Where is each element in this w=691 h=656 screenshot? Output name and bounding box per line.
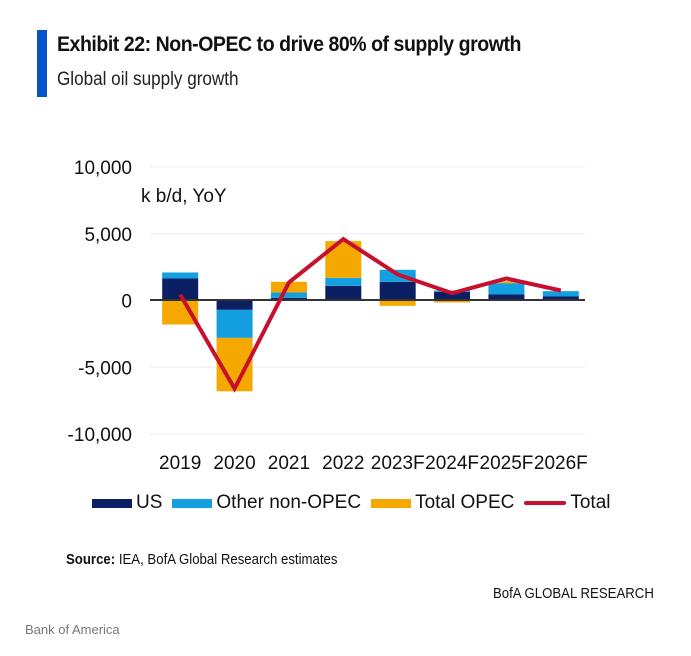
legend-swatch-total-opec bbox=[371, 498, 412, 508]
bar-other-non-opec-2022 bbox=[325, 277, 362, 286]
y-axis-unit-label: k b/d, YoY bbox=[141, 186, 227, 207]
y-axis-ticks: 10,000 5,000 0 -5,000 -10,000 bbox=[68, 158, 132, 446]
legend-line-total bbox=[524, 501, 567, 505]
total-line bbox=[178, 236, 562, 393]
stacked-bar-chart: 10,000 5,000 0 -5,000 -10,000 k b/d, YoY 201… bbox=[68, 158, 588, 474]
source-note: Source: IEA, BofA Global Research estima… bbox=[66, 551, 337, 568]
bar-us-2026f bbox=[542, 296, 579, 301]
y-tick-label: -5,000 bbox=[78, 358, 132, 379]
y-tick-label: 0 bbox=[121, 292, 132, 313]
bar-us-2023f bbox=[379, 281, 416, 301]
x-axis-ticks: 2019 2020 2021 2022 2023F 2024F 2025F 2026F bbox=[159, 453, 588, 474]
x-tick-label: 2021 bbox=[268, 453, 310, 474]
x-tick-label: 2023F bbox=[371, 453, 425, 474]
bar-other-non-opec-2025f bbox=[488, 283, 525, 295]
legend-item-total: Total bbox=[524, 492, 610, 514]
legend-swatch-other-non-opec bbox=[172, 498, 213, 508]
bar-other-non-opec-2026f bbox=[542, 291, 579, 297]
bar-us-2022 bbox=[325, 285, 362, 301]
bar-us-2024f bbox=[434, 291, 471, 301]
legend-label-total: Total bbox=[570, 492, 611, 513]
x-tick-label: 2022 bbox=[322, 453, 364, 474]
bar-other-non-opec-2020 bbox=[216, 309, 253, 338]
x-tick-label: 2019 bbox=[159, 453, 201, 474]
y-tick-label: -10,000 bbox=[68, 425, 132, 446]
bar-us-2019 bbox=[162, 278, 199, 301]
y-tick-label: 10,000 bbox=[74, 158, 132, 179]
research-brand: BofA GLOBAL RESEARCH bbox=[493, 585, 654, 602]
bar-total-opec-2025f bbox=[488, 281, 525, 284]
x-tick-label: 2026F bbox=[534, 453, 588, 474]
bar-us-2025f bbox=[488, 294, 525, 301]
x-tick-label: 2020 bbox=[213, 453, 255, 474]
source-label: Source: bbox=[66, 551, 116, 568]
chart-subtitle: Global oil supply growth bbox=[57, 69, 239, 90]
legend-item-us: US bbox=[92, 492, 162, 514]
legend: US Other non-OPEC Total OPEC Total bbox=[92, 492, 620, 514]
legend-label-other-non-opec: Other non-OPEC bbox=[216, 492, 362, 513]
bar-other-non-opec-2021 bbox=[270, 292, 307, 298]
legend-item-total-opec: Total OPEC bbox=[371, 492, 514, 514]
legend-swatch-us bbox=[92, 498, 132, 508]
footer-credit: Bank of America bbox=[25, 622, 120, 637]
x-tick-label: 2024F bbox=[425, 453, 479, 474]
bar-us-2020 bbox=[216, 300, 253, 310]
bar-total-opec-2021 bbox=[270, 281, 307, 293]
chart-title: Exhibit 22: Non-OPEC to drive 80% of sup… bbox=[57, 33, 521, 56]
total-line-group bbox=[178, 236, 562, 393]
x-tick-label: 2025F bbox=[480, 453, 534, 474]
legend-label-total-opec: Total OPEC bbox=[415, 492, 515, 513]
bars bbox=[162, 241, 579, 392]
legend-label-us: US bbox=[136, 492, 163, 513]
legend-item-other-non-opec: Other non-OPEC bbox=[172, 492, 361, 514]
source-text: IEA, BofA Global Research estimates bbox=[115, 551, 338, 568]
y-tick-label: 5,000 bbox=[84, 225, 132, 246]
bar-other-non-opec-2019 bbox=[162, 272, 199, 279]
bar-total-opec-2024f bbox=[434, 300, 471, 303]
bar-total-opec-2023f bbox=[379, 300, 416, 306]
title-accent-bar bbox=[37, 30, 47, 97]
